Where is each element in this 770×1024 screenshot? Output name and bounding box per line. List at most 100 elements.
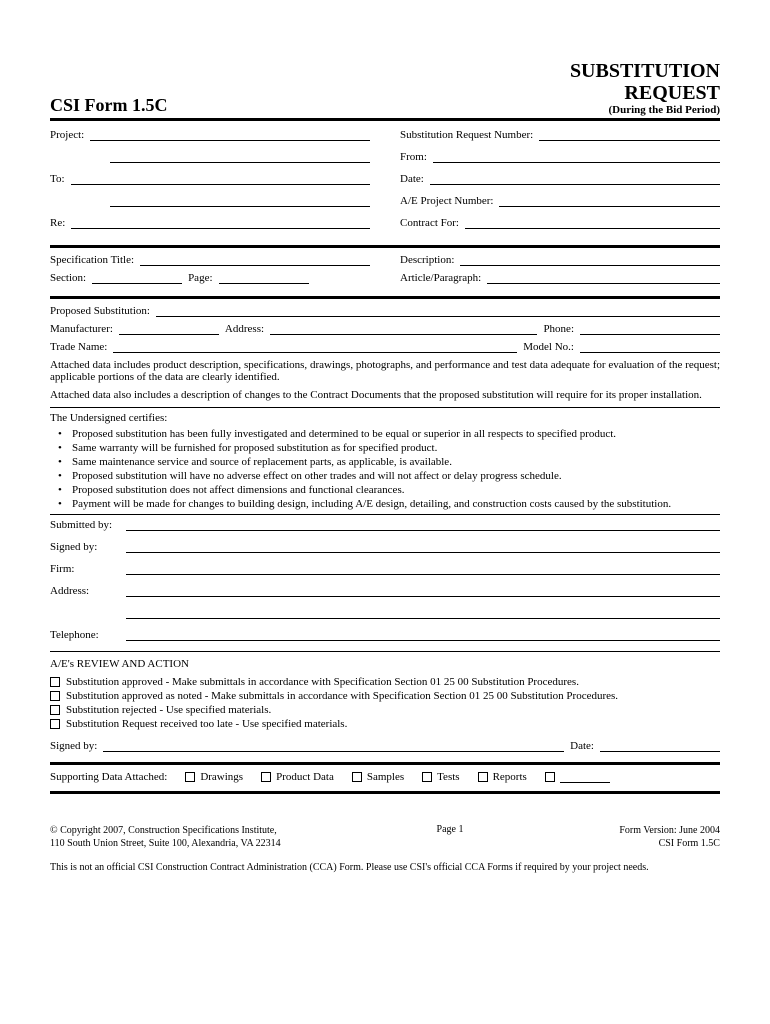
- project-label: Project:: [50, 129, 84, 141]
- divider-thin: [50, 407, 720, 408]
- telephone-label: Telephone:: [50, 629, 120, 641]
- proposed-input[interactable]: [156, 305, 720, 317]
- aeproj-label: A/E Project Number:: [400, 195, 493, 207]
- support-other-input[interactable]: [560, 771, 610, 783]
- model-label: Model No.:: [523, 341, 574, 353]
- model-input[interactable]: [580, 341, 720, 353]
- support-samples: Samples: [367, 771, 404, 783]
- support-tests: Tests: [437, 771, 459, 783]
- attached-para-1: Attached data includes product descripti…: [50, 359, 720, 383]
- addr-label: Address:: [225, 323, 264, 335]
- from-input[interactable]: [433, 151, 720, 163]
- signed-input[interactable]: [126, 541, 720, 553]
- copyright-1: © Copyright 2007, Construction Specifica…: [50, 824, 281, 837]
- trade-label: Trade Name:: [50, 341, 107, 353]
- opt2-label: Substitution approved as noted - Make su…: [66, 690, 618, 702]
- checkbox-drawings[interactable]: [185, 772, 195, 782]
- version-2: CSI Form 1.5C: [619, 837, 720, 850]
- title-line1: SUBSTITUTION: [570, 60, 720, 82]
- subreqnum-label: Substitution Request Number:: [400, 129, 533, 141]
- attached-para-2: Attached data also includes a descriptio…: [50, 389, 720, 401]
- divider: [50, 762, 720, 765]
- divider-thin: [50, 651, 720, 652]
- cert-heading: The Undersigned certifies:: [50, 412, 720, 424]
- checkbox-productdata[interactable]: [261, 772, 271, 782]
- cert-item: Proposed substitution does not affect di…: [54, 484, 720, 496]
- re-label: Re:: [50, 217, 65, 229]
- cert-item: Same warranty will be furnished for prop…: [54, 442, 720, 454]
- project-input[interactable]: [90, 129, 370, 141]
- review-date-input[interactable]: [600, 740, 720, 752]
- checkbox-approved-noted[interactable]: [50, 691, 60, 701]
- title-line2: REQUEST: [570, 82, 720, 104]
- opt1-label: Substitution approved - Make submittals …: [66, 676, 579, 688]
- supporting-data-row: Supporting Data Attached: Drawings Produ…: [50, 771, 720, 783]
- divider: [50, 296, 720, 299]
- phone-input[interactable]: [580, 323, 720, 335]
- divider-thin: [50, 514, 720, 515]
- article-label: Article/Paragraph:: [400, 272, 481, 284]
- firm-input[interactable]: [126, 563, 720, 575]
- spectitle-input[interactable]: [140, 254, 370, 266]
- review-signed-label: Signed by:: [50, 740, 97, 752]
- addr-input[interactable]: [270, 323, 537, 335]
- subreqnum-input[interactable]: [539, 129, 720, 141]
- re-input[interactable]: [71, 217, 370, 229]
- checkbox-tests[interactable]: [422, 772, 432, 782]
- to-input[interactable]: [71, 173, 370, 185]
- title-block: SUBSTITUTION REQUEST (During the Bid Per…: [570, 60, 720, 116]
- submitted-input[interactable]: [126, 519, 720, 531]
- divider: [50, 791, 720, 794]
- version-1: Form Version: June 2004: [619, 824, 720, 837]
- desc-label: Description:: [400, 254, 454, 266]
- date-label: Date:: [400, 173, 424, 185]
- checkbox-approved[interactable]: [50, 677, 60, 687]
- checkbox-reports[interactable]: [478, 772, 488, 782]
- contractfor-input[interactable]: [465, 217, 720, 229]
- phone-label: Phone:: [543, 323, 574, 335]
- firm-label: Firm:: [50, 563, 120, 575]
- telephone-input[interactable]: [126, 629, 720, 641]
- from-label: From:: [400, 151, 427, 163]
- checkbox-late[interactable]: [50, 719, 60, 729]
- proposed-section: Proposed Substitution: Manufacturer: Add…: [50, 305, 720, 353]
- footer: © Copyright 2007, Construction Specifica…: [50, 824, 720, 850]
- to-input-2[interactable]: [110, 195, 370, 207]
- project-input-2[interactable]: [110, 151, 370, 163]
- support-productdata: Product Data: [276, 771, 334, 783]
- article-input[interactable]: [487, 272, 720, 284]
- mfr-label: Manufacturer:: [50, 323, 113, 335]
- review-date-label: Date:: [570, 740, 594, 752]
- address-label: Address:: [50, 585, 120, 597]
- submitted-label: Submitted by:: [50, 519, 120, 531]
- title-subtitle: (During the Bid Period): [570, 104, 720, 116]
- section-input[interactable]: [92, 272, 182, 284]
- page-number: Page 1: [437, 824, 464, 850]
- to-label: To:: [50, 173, 65, 185]
- aeproj-input[interactable]: [499, 195, 720, 207]
- review-signed-input[interactable]: [103, 740, 564, 752]
- support-drawings: Drawings: [200, 771, 243, 783]
- date-input[interactable]: [430, 173, 720, 185]
- form-header: CSI Form 1.5C SUBSTITUTION REQUEST (Duri…: [50, 60, 720, 121]
- cert-item: Same maintenance service and source of r…: [54, 456, 720, 468]
- checkbox-rejected[interactable]: [50, 705, 60, 715]
- review-heading: A/E's REVIEW AND ACTION: [50, 658, 720, 670]
- address-input-2[interactable]: [126, 607, 720, 619]
- divider: [50, 245, 720, 248]
- checkbox-other[interactable]: [545, 772, 555, 782]
- desc-input[interactable]: [460, 254, 720, 266]
- address-input[interactable]: [126, 585, 720, 597]
- spectitle-label: Specification Title:: [50, 254, 134, 266]
- page-input[interactable]: [219, 272, 309, 284]
- mfr-input[interactable]: [119, 323, 219, 335]
- trade-input[interactable]: [113, 341, 517, 353]
- copyright-2: 110 South Union Street, Suite 100, Alexa…: [50, 837, 281, 850]
- disclaimer: This is not an official CSI Construction…: [50, 862, 720, 873]
- cert-item: Payment will be made for changes to buil…: [54, 498, 720, 510]
- form-id: CSI Form 1.5C: [50, 95, 168, 116]
- checkbox-samples[interactable]: [352, 772, 362, 782]
- cert-list: Proposed substitution has been fully inv…: [50, 428, 720, 510]
- page-label: Page:: [188, 272, 212, 284]
- contractfor-label: Contract For:: [400, 217, 459, 229]
